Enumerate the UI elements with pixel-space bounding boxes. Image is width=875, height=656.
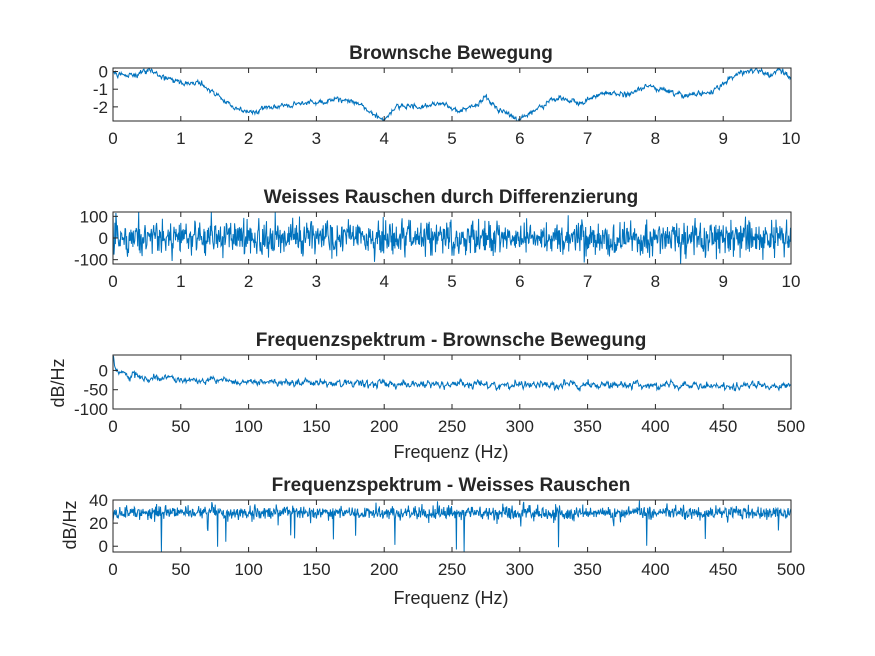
x-tick-label: 7 (583, 272, 592, 291)
chart-title: Frequenzspektrum - Weisses Rauschen (272, 475, 631, 496)
x-tick-label: 400 (641, 560, 669, 579)
x-tick-label: 6 (515, 272, 524, 291)
y-tick-label: 40 (89, 491, 108, 510)
x-tick-label: 350 (573, 560, 601, 579)
x-tick-label: 0 (108, 272, 117, 291)
x-tick-label: 5 (447, 272, 456, 291)
x-tick-label: 3 (312, 272, 321, 291)
panel-white-noise: Weisses Rauschen durch Differenzierung 0… (74, 187, 800, 291)
series-line (112, 67, 792, 122)
x-tick-label: 1 (176, 272, 185, 291)
x-tick-label: 50 (171, 560, 190, 579)
x-tick-label: 200 (370, 417, 398, 436)
y-tick-label: -2 (93, 98, 108, 117)
panel-spectrum-white-noise: Frequenzspektrum - Weisses Rauschen 0 50 1… (60, 475, 805, 608)
y-axis-label: dB/Hz (48, 358, 68, 407)
x-tick-label: 7 (583, 129, 592, 148)
x-tick-label: 4 (379, 129, 388, 148)
chart-title: Weisses Rauschen durch Differenzierung (264, 187, 638, 208)
x-tick-label: 9 (718, 272, 727, 291)
y-axis-label: dB/Hz (60, 500, 80, 549)
x-tick-label: 500 (777, 560, 805, 579)
x-tick-label: 100 (234, 417, 262, 436)
y-tick-label: -50 (83, 381, 108, 400)
x-tick-label: 50 (171, 417, 190, 436)
chart-title: Frequenzspektrum - Brownsche Bewegung (256, 330, 647, 351)
y-tick-label: 0 (99, 63, 108, 82)
x-tick-label: 250 (438, 560, 466, 579)
x-tick-label: 4 (379, 272, 388, 291)
x-tick-label: 200 (370, 560, 398, 579)
x-tick-label: 400 (641, 417, 669, 436)
chart-title: Brownsche Bewegung (349, 43, 553, 64)
x-tick-label: 1 (176, 129, 185, 148)
x-tick-label: 10 (782, 129, 801, 148)
x-tick-label: 9 (718, 129, 727, 148)
x-tick-label: 150 (302, 560, 330, 579)
x-tick-label: 2 (244, 129, 253, 148)
series-line (112, 500, 792, 553)
x-tick-label: 500 (777, 417, 805, 436)
x-tick-label: 350 (573, 417, 601, 436)
x-tick-label: 300 (506, 417, 534, 436)
tick-group: 0 50 100 150 200 250 300 350 400 450 500 0-50-100 (74, 355, 805, 436)
x-tick-label: 150 (302, 417, 330, 436)
y-tick-label: -100 (74, 400, 108, 419)
y-tick-label: 0 (99, 229, 108, 248)
x-tick-label: 450 (709, 560, 737, 579)
panel-spectrum-brownian: Frequenzspektrum - Brownsche Bewegung 0 5… (48, 330, 805, 462)
x-tick-label: 3 (312, 129, 321, 148)
x-tick-label: 250 (438, 417, 466, 436)
x-tick-label: 0 (108, 560, 117, 579)
x-tick-label: 300 (506, 560, 534, 579)
y-tick-label: -100 (74, 251, 108, 270)
x-tick-label: 8 (651, 272, 660, 291)
y-tick-label: 0 (99, 361, 108, 380)
panel-brownian-motion: Brownsche Bewegung 0 1 2 3 4 5 6 7 8 9 100-1-2 (93, 43, 801, 148)
x-tick-label: 0 (108, 417, 117, 436)
x-tick-label: 10 (782, 272, 801, 291)
x-tick-label: 100 (234, 560, 262, 579)
y-tick-label: 100 (80, 207, 108, 226)
tick-group: 0 1 2 3 4 5 6 7 8 9 100-1-2 (93, 63, 801, 148)
x-axis-label: Frequenz (Hz) (393, 588, 508, 608)
y-tick-label: 0 (99, 537, 108, 556)
y-tick-label: -1 (93, 80, 108, 99)
x-tick-label: 6 (515, 129, 524, 148)
x-tick-label: 5 (447, 129, 456, 148)
y-tick-label: 20 (89, 514, 108, 533)
x-axis-label: Frequenz (Hz) (393, 442, 508, 462)
x-tick-label: 450 (709, 417, 737, 436)
x-tick-label: 8 (651, 129, 660, 148)
series-line (112, 211, 792, 265)
x-tick-label: 0 (108, 129, 117, 148)
x-tick-label: 2 (244, 272, 253, 291)
series-line (112, 355, 792, 392)
axes-box (112, 354, 792, 410)
